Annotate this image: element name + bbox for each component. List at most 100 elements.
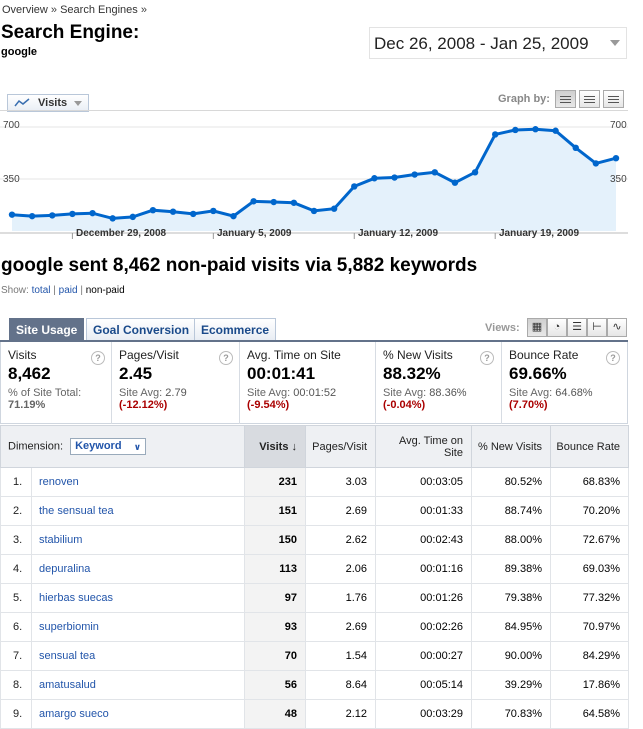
pie-view-icon[interactable]: ◔	[547, 318, 567, 337]
data-point[interactable]	[391, 174, 398, 181]
scorecard-value: 2.45	[119, 364, 153, 383]
keyword-link[interactable]: sensual tea	[31, 641, 245, 671]
scorecard-label: Pages/Visit	[119, 348, 179, 362]
scorecard-delta: (7.70%)	[509, 399, 548, 411]
cell-avg-time: 00:01:33	[375, 496, 472, 526]
data-point[interactable]	[431, 169, 438, 176]
scorecard-sub: % of Site Total:	[8, 387, 82, 399]
cell-pages-visit: 3.03	[305, 467, 376, 497]
data-point[interactable]	[69, 210, 76, 218]
data-point[interactable]	[49, 212, 56, 219]
scorecard-sub-value: 88.36%	[429, 387, 467, 399]
data-point[interactable]	[411, 171, 418, 178]
graph-metric-select[interactable]: Visits	[7, 94, 89, 112]
data-point[interactable]	[451, 179, 459, 186]
data-point[interactable]	[270, 198, 277, 206]
data-point[interactable]	[552, 127, 559, 134]
cell-avg-time: 00:03:29	[375, 699, 472, 729]
help-icon[interactable]: ?	[480, 351, 494, 365]
cell-avg-time: 00:02:43	[375, 525, 472, 555]
scorecard-sub-value: 64.68%	[555, 387, 593, 399]
summary-scorecards: Visits 8,462 % of Site Total: 71.19% ? P…	[0, 342, 628, 424]
term-cloud-view-icon[interactable]: ∿	[607, 318, 627, 337]
keyword-link[interactable]: amatusalud	[31, 670, 245, 700]
data-point[interactable]	[492, 131, 499, 138]
data-point[interactable]	[8, 211, 16, 218]
column-header-avg-time[interactable]: Avg. Time on Site	[375, 425, 472, 468]
data-point[interactable]	[592, 160, 600, 167]
data-point[interactable]	[230, 212, 237, 220]
data-point[interactable]	[89, 209, 96, 217]
help-icon[interactable]: ?	[91, 351, 105, 365]
data-point[interactable]	[129, 213, 136, 221]
data-point[interactable]	[190, 210, 197, 218]
data-point[interactable]	[210, 207, 217, 215]
data-point[interactable]	[532, 126, 539, 133]
cell-visits: 56	[244, 670, 306, 700]
data-point[interactable]	[471, 169, 479, 176]
keyword-link[interactable]: amargo sueco	[31, 699, 245, 729]
data-point[interactable]	[250, 198, 257, 205]
data-point[interactable]	[169, 208, 177, 215]
graph-by-day-button[interactable]	[555, 90, 576, 108]
data-point[interactable]	[351, 183, 358, 190]
dimension-value: Keyword	[75, 440, 122, 452]
keyword-link[interactable]: renoven	[31, 467, 245, 497]
breadcrumb-search-engines[interactable]: Search Engines	[60, 4, 138, 16]
cell-visits: 93	[244, 612, 306, 642]
column-header-new-visits[interactable]: % New Visits	[471, 425, 551, 468]
breadcrumb-overview[interactable]: Overview	[2, 4, 48, 16]
column-header-visits[interactable]: Visits ↓	[244, 425, 306, 468]
scorecard-sub-value: 71.19%	[8, 399, 46, 411]
x-tick-label: January 5, 2009	[217, 228, 292, 239]
data-point[interactable]	[371, 175, 378, 182]
column-header-bounce-rate[interactable]: Bounce Rate	[550, 425, 629, 468]
data-point[interactable]	[330, 205, 338, 212]
table-row: 8. amatusalud 56 8.64 00:05:14 39.29% 17.86%	[0, 670, 629, 700]
scorecard-value: 88.32%	[383, 364, 441, 383]
keyword-link[interactable]: superbiomin	[31, 612, 245, 642]
keyword-link[interactable]: depuralina	[31, 554, 245, 584]
graph-by-week-button[interactable]	[579, 90, 600, 108]
cell-bounce-rate: 70.97%	[550, 612, 629, 642]
scorecard-value: 8,462	[8, 364, 51, 383]
tab-site-usage[interactable]: Site Usage	[9, 318, 85, 340]
row-number: 6.	[0, 612, 32, 642]
y-tick-left-700: 700	[3, 120, 20, 131]
data-point[interactable]	[149, 207, 157, 214]
data-point[interactable]	[612, 155, 620, 162]
data-point[interactable]	[28, 212, 36, 220]
visits-chart-svg	[0, 126, 628, 239]
show-total-link[interactable]: total	[31, 285, 51, 296]
show-paid-link[interactable]: paid	[58, 285, 78, 296]
data-point[interactable]	[512, 126, 519, 134]
table-row: 1. renoven 231 3.03 00:03:05 80.52% 68.83%	[0, 467, 629, 497]
table-view-icon[interactable]: ▦	[527, 318, 547, 337]
cell-new-visits: 39.29%	[471, 670, 551, 700]
date-range-picker[interactable]: Dec 26, 2008 - Jan 25, 2009	[369, 27, 627, 59]
data-point[interactable]	[310, 207, 318, 215]
help-icon[interactable]: ?	[219, 351, 233, 365]
keyword-link[interactable]: stabilium	[31, 525, 245, 555]
comparison-view-icon[interactable]: ⊢	[587, 318, 607, 337]
cell-new-visits: 90.00%	[471, 641, 551, 671]
graph-by-month-button[interactable]	[603, 90, 624, 108]
keyword-link[interactable]: the sensual tea	[31, 496, 245, 526]
data-point[interactable]	[572, 144, 579, 151]
tab-goal-conversion[interactable]: Goal Conversion	[86, 318, 197, 340]
cell-new-visits: 89.38%	[471, 554, 551, 584]
cell-visits: 97	[244, 583, 306, 613]
scorecard-sub: Site Avg:	[119, 387, 163, 399]
data-point[interactable]	[290, 199, 298, 206]
x-tick-label: January 19, 2009	[499, 228, 580, 239]
scorecard-delta: (-12.12%)	[119, 399, 168, 411]
dimension-select[interactable]: Keyword ∨	[70, 438, 147, 455]
tab-ecommerce[interactable]: Ecommerce	[194, 318, 277, 340]
keyword-table: Dimension: Keyword ∨ Visits ↓ Pages/Visi…	[0, 425, 629, 729]
help-icon[interactable]: ?	[606, 351, 620, 365]
performance-view-icon[interactable]: ☰	[567, 318, 587, 337]
scorecard-label: Visits	[8, 348, 37, 362]
data-point[interactable]	[109, 215, 116, 222]
column-header-pages-visit[interactable]: Pages/Visit	[305, 425, 376, 468]
keyword-link[interactable]: hierbas suecas	[31, 583, 245, 613]
